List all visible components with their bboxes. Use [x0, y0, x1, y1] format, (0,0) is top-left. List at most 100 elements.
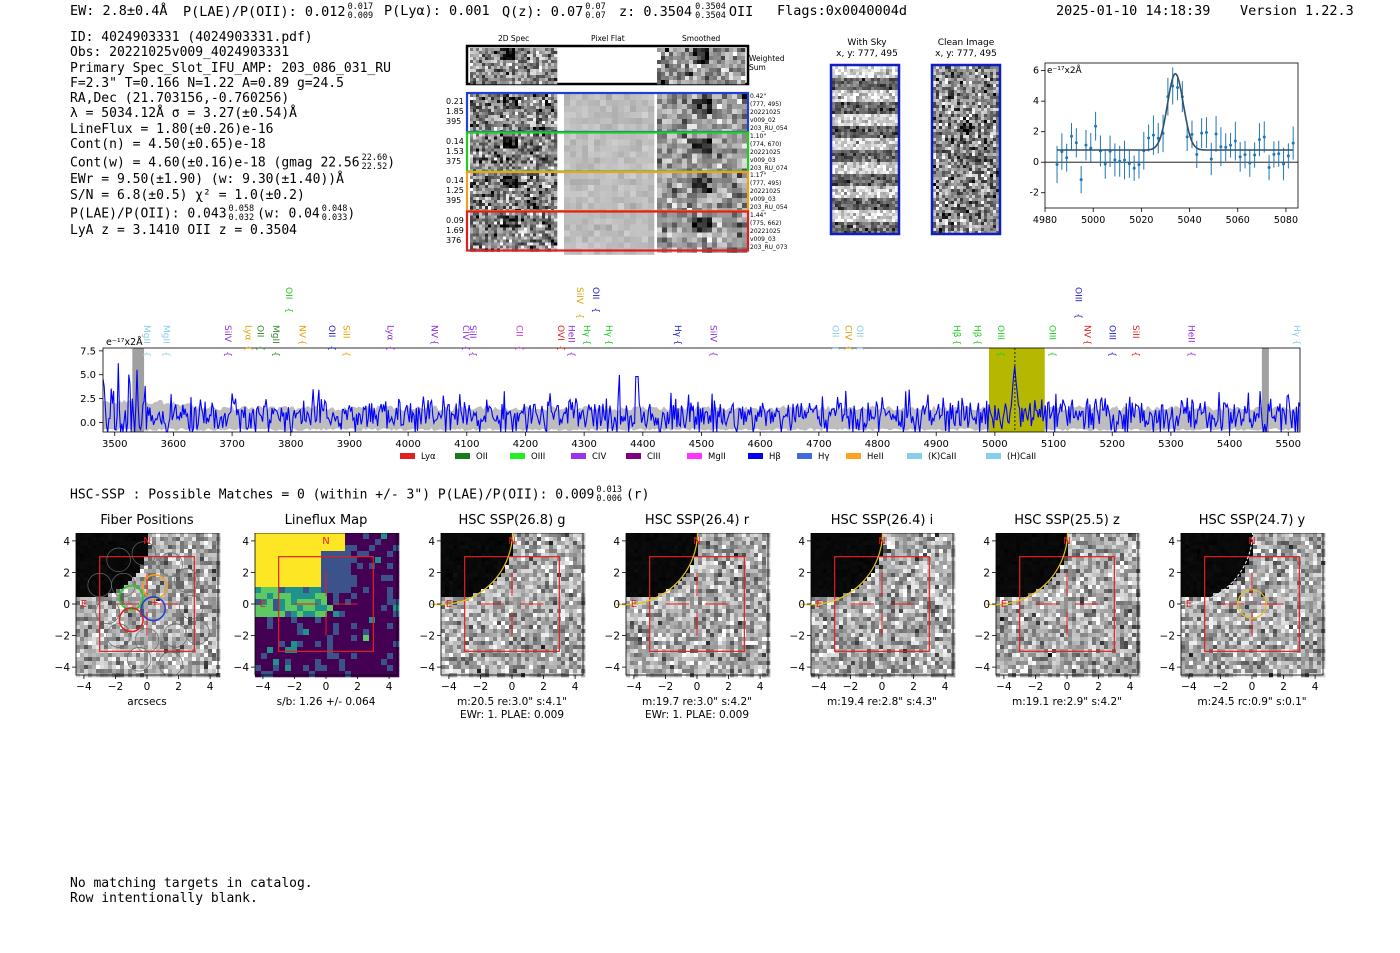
hsc-ytick: 4: [983, 536, 990, 548]
weighted-label: Weighted: [749, 54, 785, 63]
crosshair: [115, 572, 179, 636]
fiber-circle: [178, 594, 204, 620]
cutout-row-left-3: 0.09 1.69 376: [446, 216, 464, 246]
hsc-panel-image-1: N E −4 −2 0 2 4 4 2 0 −2 −4: [234, 533, 400, 693]
hsc-ytick: 2: [798, 567, 805, 579]
info-lineflux: LineFlux = 1.80(±0.26)e-16: [70, 121, 274, 137]
hsc-heading: HSC-SSP : Possible Matches = 0 (within +…: [70, 486, 649, 504]
fit-point: [1248, 161, 1252, 165]
spectrum-xtick: 3700: [219, 439, 244, 450]
north-label: N: [1063, 536, 1070, 547]
cutout-row-right-value: (774, 670): [750, 140, 782, 148]
spectral-line-label: MgII{: [270, 325, 280, 357]
spectrum-legend-entry: CIII: [626, 452, 660, 462]
fit-point: [1229, 143, 1233, 147]
fiber-circle: [126, 647, 152, 672]
fit-point: [1151, 133, 1155, 137]
cutout-row-left-value: 1.25: [446, 186, 464, 195]
hsc-ytick: 0: [983, 599, 990, 611]
aperture-ellipse: [1171, 533, 1253, 606]
cutout-row-left-value: 1.85: [446, 107, 464, 116]
search-box: [649, 556, 745, 652]
hsc-ytick: −4: [975, 662, 991, 674]
fit-point: [1277, 152, 1281, 156]
hsc-panel-title: HSC SSP(24.7) y: [1198, 513, 1306, 528]
hsc-ytick: 4: [613, 536, 620, 548]
spectral-line-label: OIII{: [995, 325, 1005, 357]
hsc-panel-image-5: N E −4 −2 0 2 4 4 2 0 −2 −4: [975, 533, 1141, 693]
spectral-line-label: NV{: [297, 325, 307, 345]
hsc-caption-line1: m:19.1 re:2.9" s:4.2": [1012, 696, 1122, 708]
cutout-row-left-value: 395: [446, 117, 462, 126]
info-lambda: λ = 5034.12Å σ = 3.27(±0.54)Å: [70, 106, 297, 122]
fit-point: [1267, 166, 1271, 170]
hsc-xtick: −4: [255, 681, 271, 693]
spectral-line-label: SiIV{: [222, 325, 232, 357]
hsc-ytick: 2: [242, 567, 249, 579]
clean-image: [933, 66, 1000, 235]
fit-xtick: 5040: [1177, 215, 1201, 226]
hsc-panel-caption: m:19.4 re:2.8" s:4.3": [801, 696, 963, 709]
cutout-row-right-0: 0.42" (777, 495) 20221025 v009_02 203_RU_054: [750, 93, 787, 133]
east-label: E: [81, 599, 87, 610]
spectral-line-label: OII{: [590, 287, 600, 313]
search-box: [1204, 556, 1300, 652]
hsc-ytick: −2: [55, 631, 70, 643]
info-contw: Cont(w) = 4.60(±0.16)e-18 (gmag 22.56 22.…: [70, 153, 396, 173]
cutout-smoothed-3: [657, 212, 748, 253]
search-box: [278, 556, 374, 652]
spectrum-xtick: 3800: [278, 439, 303, 450]
fit-point: [1224, 145, 1228, 149]
spectrum-xtick: 4700: [806, 439, 831, 450]
full-spectrum-plot: e⁻¹⁷x2Å 0.0 2.5 5.0 7.5 3500 3600 3700 3800 3900 4…: [80, 287, 1301, 462]
spectrum-xtick: 3500: [102, 439, 127, 450]
header-version: Version 1.22.3: [1240, 3, 1354, 19]
clean-image-coords: x, y: 777, 495: [935, 49, 997, 59]
hsc-xtick: 2: [175, 681, 182, 693]
hsc-ytick: −2: [1160, 631, 1175, 643]
hsc-panel-image-2: N E −4 −2 0 2 4 4 2 0 −2 −4: [420, 533, 586, 693]
info-contw-lo: 22.52: [361, 162, 388, 173]
info-id: ID: 4024903331 (4024903331.pdf): [70, 30, 313, 45]
hsc-xtick: −2: [843, 681, 858, 693]
line-fit-plot: e⁻¹⁷x2Å 4980 5000 5020 5040 5060 5080 -2 0 2 4 6: [1030, 62, 1299, 226]
search-box: [99, 556, 195, 652]
info-ewr: EWr = 9.50(±1.90) (w: 9.30(±1.40))Å: [70, 172, 344, 188]
fit-xtick: 5060: [1226, 215, 1250, 226]
info-plae-w: (w: 0.04: [257, 206, 320, 222]
cutout-row-right-value: (777, 495): [750, 101, 782, 108]
spectrum-legend-entry: CIV: [571, 452, 606, 462]
aperture-ellipse: [801, 533, 884, 606]
cutout-row-right-value: 203_RU_054: [750, 125, 788, 132]
cutout-row-frame-3: [465, 210, 750, 252]
fit-data-points: [1055, 67, 1295, 194]
east-label: E: [631, 599, 637, 610]
spectrum-legend-entry: Hβ: [748, 452, 781, 462]
spectral-line-label: OII{: [854, 325, 864, 351]
cutout-row-left-value: 376: [446, 235, 462, 245]
spectral-line-label: OII{: [283, 287, 293, 313]
header-z-value: z: 0.3504: [619, 4, 693, 20]
cutout-row-left-2: 0.14 1.25 395: [446, 176, 464, 206]
fit-point: [1103, 162, 1107, 166]
aperture-circle: [1237, 589, 1267, 619]
hsc-xtick: 4: [942, 681, 949, 693]
hsc-ytick: −4: [1160, 662, 1176, 674]
info-contn: Cont(n) = 4.50(±0.65)e-18: [70, 137, 266, 153]
search-box: [1019, 556, 1115, 652]
fit-point: [1079, 178, 1083, 182]
cutout-header-2d: 2D Spec: [498, 34, 530, 43]
hsc-panel-caption: m:19.1 re:2.9" s:4.2": [986, 696, 1148, 709]
cutout-pixel-flat-0: [564, 94, 655, 137]
with-sky-title: With Sky x, y: 777, 495: [833, 38, 901, 60]
cutout-row-right-value: 0.42": [750, 93, 767, 100]
info-ifu: Primary Spec_Slot_IFU_AMP: 203_086_031_R…: [70, 60, 391, 76]
cutout-row-left-value: 375: [446, 156, 462, 166]
spectral-line-label: OII{: [829, 325, 839, 351]
north-label: N: [508, 536, 515, 547]
header-flags: Flags:0x0040004d: [777, 3, 908, 19]
hsc-caption-line1: m:19.4 re:2.8" s:4.3": [827, 696, 937, 708]
spectrum-ytick: 2.5: [80, 394, 96, 405]
hsc-xtick: 0: [1064, 681, 1071, 693]
hsc-panel-caption: arcsecs: [66, 696, 228, 709]
